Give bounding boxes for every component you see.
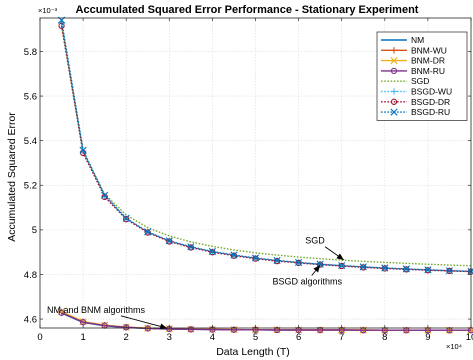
legend-item-bsgd-dr: BSGD-DR <box>381 97 450 107</box>
annotation-arrow-head <box>336 253 344 260</box>
annotation-text: NM and BNM algorithms <box>47 305 146 315</box>
series-sgd <box>60 24 472 267</box>
x-tick-label: 7 <box>339 332 344 343</box>
y-tick-label: 5.6 <box>24 91 37 102</box>
y-tick-label: 4.6 <box>24 314 37 325</box>
data-point-bnm-ru <box>316 326 324 334</box>
x-axis-multiplier: ×10⁴ <box>446 342 462 351</box>
data-point-bsgd-ru <box>122 214 130 222</box>
annotation-layer: SGD BSGD algorithms NM and BNM algorithms <box>47 236 345 330</box>
data-point-bsgd-ru <box>79 146 87 154</box>
x-tick-label: 2 <box>124 332 129 343</box>
data-point-bsgd-ru <box>251 254 260 262</box>
legend-item-bnm-ru: BNM-RU <box>381 66 445 76</box>
annotation-arrow-line <box>120 315 168 329</box>
legend-label: BSGD-WU <box>411 87 452 97</box>
legend-label: BSGD-RU <box>411 107 450 117</box>
x-axis-label: Data Length (T) <box>216 346 290 358</box>
data-point-bsgd-ru <box>144 228 152 236</box>
legend-marker <box>390 47 398 54</box>
data-point-bnm-ru <box>273 326 281 334</box>
data-point-bsgd-ru <box>273 256 281 265</box>
data-point-bsgd-dr <box>187 244 194 251</box>
annotation-text: BSGD algorithms <box>272 277 342 287</box>
legend-item-bsgd-ru: BSGD-RU <box>381 107 450 117</box>
annotation-2: NM and BNM algorithms <box>47 305 168 330</box>
data-point-bsgd-dr <box>316 261 324 268</box>
data-point-bnm-ru <box>123 324 130 331</box>
annotation-0: SGD <box>305 236 345 261</box>
legend: NMBNM-WUBNM-DRBNM-RUSGDBSGD-WUBSGD-DRBSG… <box>376 31 468 121</box>
chart-title: Accumulated Squared Error Performance - … <box>76 4 419 16</box>
data-point-bsgd-ru <box>424 266 432 274</box>
x-tick-label: 10 <box>466 332 473 343</box>
y-axis-multiplier: ×10⁻³ <box>38 6 58 15</box>
x-tick-label: 3 <box>167 332 172 343</box>
data-point-bsgd-dr <box>273 257 281 265</box>
legend-item-bnm-dr: BNM-DR <box>381 56 445 66</box>
data-point-bsgd-ru <box>402 265 410 273</box>
y-tick-label: 5.8 <box>24 47 37 58</box>
x-tick-label: 5 <box>253 332 258 343</box>
data-point-bsgd-ru <box>230 251 238 259</box>
y-tick-label: 5 <box>32 225 37 236</box>
data-point-bnm-ru <box>187 326 194 333</box>
legend-item-bnm-wu: BNM-WU <box>381 45 447 55</box>
legend-marker <box>390 98 398 105</box>
legend-marker <box>390 67 398 75</box>
legend-label: NM <box>411 35 424 45</box>
legend-label: BNM-WU <box>411 45 447 55</box>
legend-marker <box>390 108 398 116</box>
data-point-bsgd-ru <box>359 263 367 271</box>
data-point-bnm-ru <box>58 309 65 316</box>
series-line-sgd <box>60 24 472 267</box>
legend-label: BNM-DR <box>411 56 445 66</box>
legend-label: SGD <box>411 76 429 86</box>
x-tick-label: 4 <box>210 332 215 343</box>
legend-marker <box>390 88 398 95</box>
legend-item-bsgd-wu: BSGD-WU <box>381 87 452 97</box>
data-point-bsgd-dr <box>166 238 173 245</box>
data-point-bsgd-ru <box>165 237 173 245</box>
legend-label: BNM-RU <box>411 66 445 76</box>
data-point-bsgd-ru <box>101 191 109 199</box>
annotation-arrow-head <box>159 323 168 330</box>
data-point-bnm-ru <box>230 326 238 333</box>
y-tick-label: 5.2 <box>24 181 37 192</box>
legend-item-nm: NM <box>381 35 424 45</box>
data-point-bsgd-ru <box>381 264 389 272</box>
data-point-bsgd-ru <box>338 261 346 270</box>
x-tick-label: 8 <box>382 332 387 343</box>
x-tick-label: 1 <box>80 332 85 343</box>
data-point-bsgd-ru <box>187 243 195 251</box>
data-point-bsgd-dr <box>209 249 216 256</box>
annotation-text: SGD <box>305 236 325 246</box>
legend-box <box>376 31 468 121</box>
data-point-bnm-ru <box>79 319 87 326</box>
legend-label: BSGD-DR <box>411 97 450 107</box>
legend-item-sgd: SGD <box>381 76 429 86</box>
y-tick-label: 4.8 <box>24 270 37 281</box>
annotation-1: BSGD algorithms <box>272 264 342 287</box>
series-line-bsgd-dr <box>60 25 472 273</box>
series-bsgd-ru <box>57 16 473 275</box>
tick-layer: 0 1 2 3 4 5 6 7 8 9 10 4.6 4.8 5 5.2 5.4 5.6 5.8 <box>24 18 473 343</box>
x-tick-label: 0 <box>37 332 42 343</box>
series-line-bnm-ru <box>61 312 471 331</box>
legend-marker <box>390 57 398 65</box>
y-axis-label: Accumulated Squared Error <box>6 112 18 242</box>
data-point-bnm-ru <box>144 325 151 332</box>
y-tick-label: 5.4 <box>24 136 37 147</box>
data-point-bsgd-ru <box>295 258 303 267</box>
data-point-bsgd-dr <box>58 22 65 29</box>
data-point-bsgd-ru <box>445 267 454 275</box>
data-point-bsgd-ru <box>208 247 216 256</box>
annotation-arrow-head <box>313 265 321 273</box>
x-tick-label: 6 <box>296 332 301 343</box>
x-tick-label: 9 <box>425 332 430 343</box>
